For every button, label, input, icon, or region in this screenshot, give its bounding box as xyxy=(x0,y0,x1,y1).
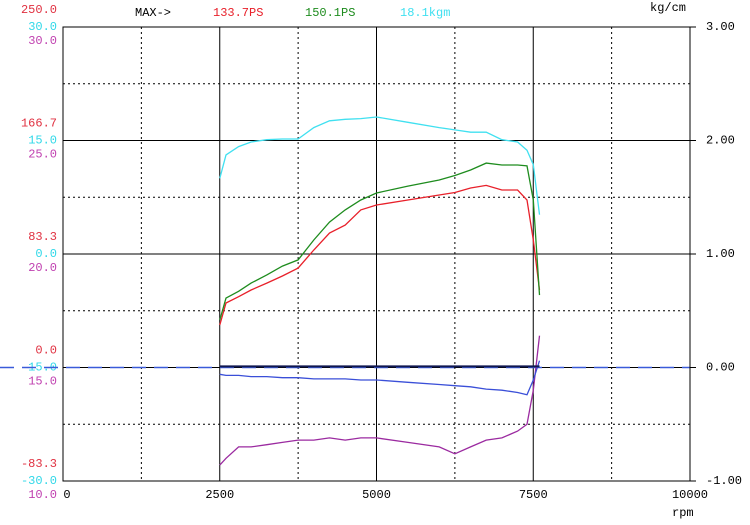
series-line xyxy=(219,360,541,396)
y3-tick-label: 15.0 xyxy=(28,134,57,148)
y-tick-label: -83.3 xyxy=(21,457,57,471)
max-annotation: 150.1PS xyxy=(305,6,355,20)
max-annotation: 18.1kgm xyxy=(400,6,450,20)
y-tick-label: 166.7 xyxy=(21,117,57,131)
y4-tick-label: 25.0 xyxy=(28,148,57,162)
y3-tick-label: 0.0 xyxy=(35,247,57,261)
y-tick-label: 0.0 xyxy=(35,344,57,358)
y3-tick-label: 30.0 xyxy=(28,20,57,34)
series-line xyxy=(219,184,541,326)
y2-tick-label: 1.00 xyxy=(706,247,735,261)
y4-tick-label: 20.0 xyxy=(28,261,57,275)
x-tick-label: 10000 xyxy=(672,488,708,502)
y4-tick-label: 10.0 xyxy=(28,488,57,502)
x-tick-label: 2500 xyxy=(205,488,234,502)
series-line xyxy=(219,335,541,466)
y3-tick-label: -30.0 xyxy=(21,474,57,488)
x-tick-label: 7500 xyxy=(519,488,548,502)
y2-tick-label: -1.00 xyxy=(706,474,742,488)
y2-tick-label: 0.00 xyxy=(706,361,735,375)
x-axis-label: rpm xyxy=(672,506,694,520)
y4-tick-label: 15.0 xyxy=(28,375,57,389)
plot-border xyxy=(62,26,691,482)
series-line xyxy=(219,162,541,321)
x-tick-label: 5000 xyxy=(362,488,391,502)
y2-tick-label: 2.00 xyxy=(706,134,735,148)
y-tick-label: 83.3 xyxy=(28,230,57,244)
y2-axis-label: kg/cm xyxy=(650,1,686,15)
x-tick-label: 0 xyxy=(63,488,70,502)
max-annotation: 133.7PS xyxy=(213,6,263,20)
y2-tick-label: 3.00 xyxy=(706,20,735,34)
y4-tick-label: 30.0 xyxy=(28,34,57,48)
y-tick-label: 250.0 xyxy=(21,3,57,17)
series-line xyxy=(219,116,541,215)
y3-tick-label: -15.0 xyxy=(21,361,57,375)
max-annotation: MAX-> xyxy=(135,6,171,20)
